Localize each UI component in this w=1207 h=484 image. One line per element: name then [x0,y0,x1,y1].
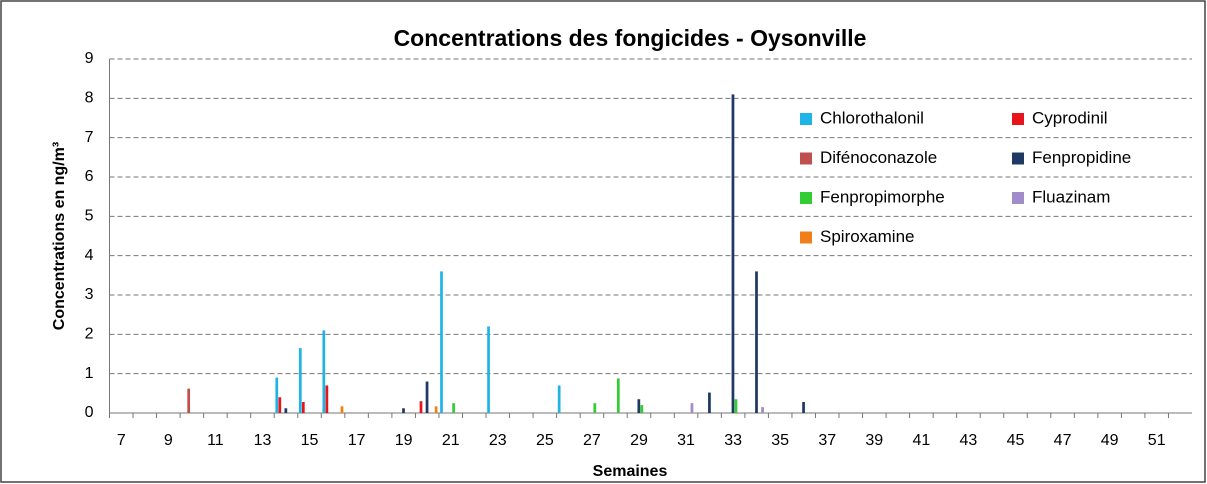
chart-title: Concentrations des fongicides - Oysonvil… [394,25,867,51]
bar [731,94,735,414]
x-tick-label: 27 [583,432,601,449]
y-tick-label: 4 [85,247,94,264]
x-tick-label: 51 [1148,432,1166,449]
x-tick-label: 25 [536,432,554,449]
y-tick-label: 9 [85,50,94,67]
bar [616,378,620,413]
legend-label: Fenpropimorphe [820,187,945,206]
bar [425,381,429,413]
x-tick-label: 37 [818,432,836,449]
x-tick-label: 47 [1054,432,1072,449]
bar [402,408,405,413]
x-axis-label: Semaines [593,463,668,480]
bar [690,403,694,413]
bar [434,406,438,413]
legend-label: Fluazinam [1032,187,1110,206]
y-tick-label: 8 [85,90,94,107]
bar [322,330,326,413]
bar [325,385,329,413]
y-tick-label: 6 [85,168,94,185]
legend-swatch [800,192,812,204]
bar [278,397,282,413]
bar [298,348,302,413]
bar [340,406,344,413]
y-tick-label: 1 [85,365,94,382]
legend-swatch [1012,192,1024,204]
y-axis-label: Concentrations en ng/m³ [51,142,68,330]
bar [187,388,191,413]
bar [275,377,279,413]
x-tick-label: 21 [442,432,460,449]
legend-swatch [1012,113,1024,125]
y-tick-label: 7 [85,129,94,146]
bar [640,405,644,413]
bar [440,271,443,413]
bar [734,399,738,413]
bar [284,408,288,413]
x-tick-label: 41 [912,432,930,449]
legend-swatch [800,231,812,244]
x-tick-label: 15 [301,432,319,449]
x-tick-label: 7 [117,432,126,449]
x-tick-label: 29 [630,432,648,449]
x-tick-label: 39 [865,432,883,449]
bar [452,403,455,413]
legend-swatch [800,152,812,165]
bar [708,392,711,413]
legend-label: Difénoconazole [820,148,937,167]
x-tick-label: 11 [207,432,224,449]
x-tick-label: 33 [724,432,742,449]
x-tick-label: 49 [1101,432,1119,449]
x-tick-label: 43 [960,432,978,449]
x-tick-label: 9 [164,432,173,449]
bar [301,401,305,413]
bar [557,385,561,413]
bar [761,407,764,413]
x-tick-label: 45 [1007,432,1025,449]
y-tick-label: 5 [85,208,94,225]
legend-swatch [800,113,812,125]
x-tick-label: 19 [395,432,413,449]
legend-label: Cyprodinil [1032,108,1108,127]
legend-label: Spiroxamine [820,227,915,246]
y-tick-label: 2 [85,326,94,343]
x-tick-label: 13 [254,432,272,449]
bar [755,271,758,413]
legend-label: Fenpropidine [1032,148,1131,167]
x-tick-label: 17 [348,432,366,449]
x-tick-label: 23 [489,432,507,449]
x-tick-label: 35 [771,432,789,449]
y-tick-label: 0 [85,404,94,421]
bar [593,403,597,413]
y-tick-label: 3 [85,286,94,303]
x-tick-label: 31 [677,432,695,449]
legend-swatch [1012,152,1024,165]
legend-label: Chlorothalonil [820,108,924,127]
bar [802,401,805,413]
bar [487,326,490,413]
bar [637,399,641,413]
bar [419,401,423,413]
